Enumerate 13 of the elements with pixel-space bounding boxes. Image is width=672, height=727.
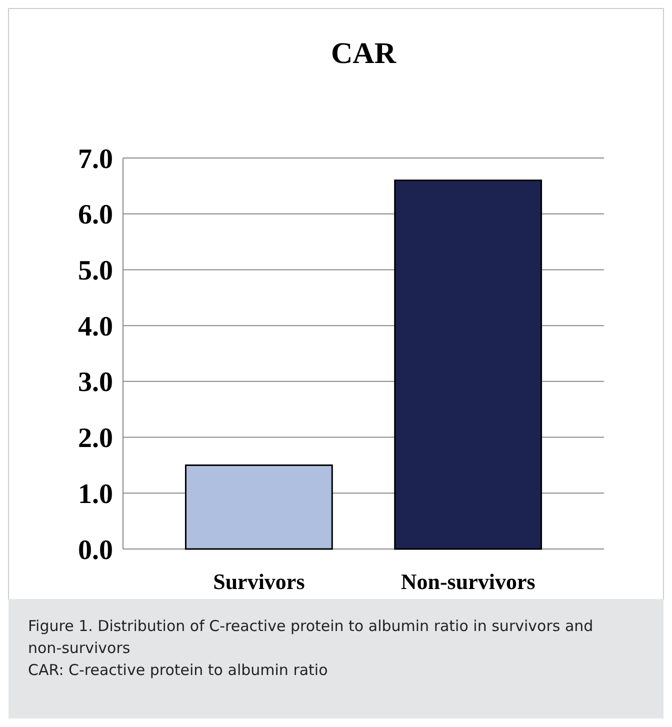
y-tick-label: 7.0 — [78, 144, 113, 175]
x-tick-label: Survivors — [213, 569, 306, 594]
y-tick-label: 4.0 — [78, 311, 113, 342]
y-tick-label: 1.0 — [78, 478, 113, 510]
caption: Figure 1. Distribution of C-reactive protein to albumin ratio in survivors and non-survivors — [28, 617, 594, 657]
y-tick-label: 0.0 — [78, 534, 113, 566]
y-tick-label: 3.0 — [78, 367, 113, 398]
text: CAR: C-reactive protein to albumin ratio — [28, 661, 328, 679]
y-tick-label: 2.0 — [78, 423, 113, 454]
x-tick-label: Non-survivors — [400, 569, 536, 594]
y-tick-label: 5.0 — [78, 256, 113, 287]
y-tick-label: 6.0 — [78, 200, 113, 231]
chart-title: CAR — [331, 37, 396, 70]
